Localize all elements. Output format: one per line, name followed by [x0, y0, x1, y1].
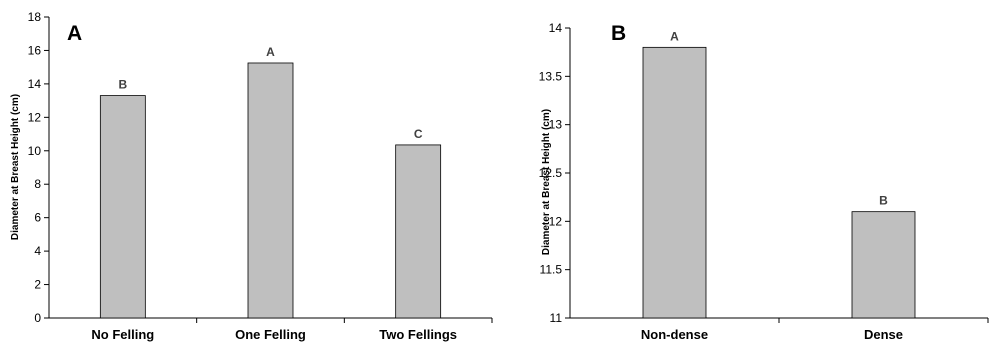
y-tick-label-a: 2: [34, 278, 41, 292]
panel-label-a: A: [67, 22, 82, 45]
y-tick-label-a: 14: [28, 77, 42, 91]
significance-label-b: A: [670, 29, 679, 43]
y-tick-label-b: 13.5: [539, 69, 563, 83]
y-axis-title-b: Diameter at Breast Height (cm): [541, 109, 552, 255]
chart-panel-b: B Diameter at Breast Height (cm) 11 11.5 1…: [539, 21, 989, 342]
y-tick-label-a: 10: [28, 144, 42, 158]
y-tick-label-a: 4: [34, 244, 41, 258]
bar-a: [395, 144, 442, 319]
panel-label-b: B: [611, 22, 626, 45]
significance-label-a: C: [414, 127, 423, 141]
y-tick-label-b: 14: [549, 21, 563, 35]
significance-label-a: B: [118, 78, 127, 92]
x-category-label-a: One Felling: [235, 327, 306, 342]
x-category-label-b: Dense: [864, 327, 903, 342]
bar-b: [851, 211, 916, 319]
y-tick-label-b: 11: [550, 311, 563, 325]
y-tick-label-b: 13: [549, 118, 563, 132]
y-axis-title-a: Diameter at Breast Height (cm): [10, 94, 21, 240]
significance-label-b: B: [879, 194, 888, 208]
y-tick-label-a: 16: [28, 43, 42, 57]
y-tick-label-b: 11.5: [540, 263, 563, 277]
y-tick-label-a: 18: [28, 10, 42, 24]
bar-a: [99, 95, 146, 319]
y-tick-label-b: 12.5: [539, 166, 563, 180]
bar-a: [247, 62, 294, 319]
y-tick-label-a: 6: [34, 211, 41, 225]
y-tick-label-a: 0: [34, 311, 41, 325]
bar-b: [642, 46, 707, 319]
y-tick-label-a: 8: [34, 177, 41, 191]
y-tick-label-b: 12: [549, 214, 563, 228]
x-category-label-b: Non-dense: [641, 327, 708, 342]
x-category-label-a: Two Fellings: [379, 327, 457, 342]
significance-label-a: A: [266, 45, 275, 59]
y-tick-label-a: 12: [28, 110, 42, 124]
chart-panel-a: A Diameter at Breast Height (cm) 0 2 4 6 8 10…: [10, 10, 493, 342]
x-category-label-a: No Felling: [91, 327, 154, 342]
